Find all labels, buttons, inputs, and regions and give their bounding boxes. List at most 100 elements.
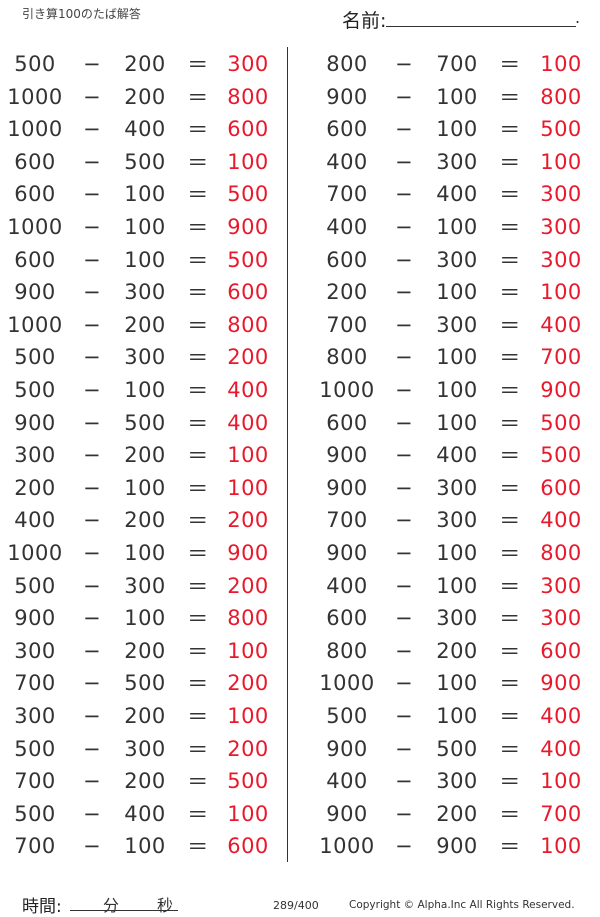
right-problem-17-equals-sign: ＝: [499, 574, 521, 599]
left-problem-11-subtrahend: 100: [124, 378, 166, 402]
left-problem-20-subtrahend: 500: [124, 671, 166, 696]
left-problem-9-minus-sign: −: [82, 312, 102, 337]
left-problem-9-equals-sign: ＝: [187, 313, 209, 338]
right-problem-17-minus-sign: −: [394, 573, 414, 598]
right-problem-18-minus-sign: −: [394, 606, 414, 631]
right-problem-19-minus-sign: −: [394, 638, 414, 663]
left-problem-15-answer: 200: [227, 508, 269, 533]
right-problem-6-equals-sign: ＝: [499, 216, 521, 240]
left-problem-14-equals-sign: ＝: [187, 476, 209, 501]
right-problem-7-minus-sign: −: [394, 247, 414, 272]
copyright: Copyright © Alpha.Inc All Rights Reserve…: [349, 899, 575, 911]
left-problem-15-subtrahend: 200: [124, 508, 166, 533]
left-problem-2-equals-sign: ＝: [187, 85, 209, 110]
left-problem-11-minus-sign: −: [82, 378, 102, 402]
right-problem-22-subtrahend: 500: [436, 736, 478, 761]
right-problem-3-minus-sign: −: [394, 117, 414, 142]
right-problem-21-minuend: 500: [326, 704, 368, 728]
right-problem-11-subtrahend: 100: [436, 378, 478, 402]
right-problem-14-answer: 600: [540, 475, 582, 500]
right-problem-8-minuend: 200: [326, 280, 368, 305]
right-problem-1-subtrahend: 700: [436, 52, 478, 76]
left-problem-21-minus-sign: −: [82, 704, 102, 728]
right-problem-2-subtrahend: 100: [436, 84, 478, 109]
right-problem-3-answer: 500: [540, 117, 582, 142]
right-problem-15-minuend: 700: [326, 508, 368, 533]
left-problem-5-minuend: 600: [14, 182, 56, 207]
left-problem-18-minuend: 900: [14, 606, 56, 631]
left-problem-15-minus-sign: −: [82, 508, 102, 533]
left-problem-8-minuend: 900: [14, 280, 56, 305]
left-problem-15-minuend: 400: [14, 508, 56, 533]
right-problem-18-subtrahend: 300: [436, 606, 478, 631]
right-problem-7-answer: 300: [540, 247, 582, 272]
left-problem-21-minuend: 300: [14, 704, 56, 728]
left-problem-22-minus-sign: −: [82, 736, 102, 761]
left-problem-24-minuend: 500: [14, 801, 56, 826]
left-problem-16-subtrahend: 100: [124, 541, 166, 565]
right-problem-20-minuend: 1000: [319, 671, 375, 696]
left-problem-11-answer: 400: [227, 378, 269, 402]
right-problem-13-minus-sign: −: [394, 443, 414, 468]
left-problem-18-subtrahend: 100: [124, 606, 166, 631]
page-number: 289/400: [273, 899, 319, 912]
left-problem-11-equals-sign: ＝: [187, 379, 209, 403]
right-problem-20-subtrahend: 100: [436, 671, 478, 696]
right-problem-24-minuend: 900: [326, 801, 368, 826]
left-problem-1-minuend: 500: [14, 52, 56, 76]
right-problem-14-subtrahend: 300: [436, 475, 478, 500]
right-problem-15-subtrahend: 300: [436, 508, 478, 533]
left-problem-16-answer: 900: [227, 541, 269, 565]
left-problem-2-subtrahend: 200: [124, 84, 166, 109]
left-problem-7-subtrahend: 100: [124, 247, 166, 272]
left-problem-22-answer: 200: [227, 736, 269, 761]
right-problem-1-minus-sign: −: [394, 52, 414, 76]
left-problem-12-minus-sign: −: [82, 410, 102, 435]
left-problem-6-subtrahend: 100: [124, 215, 166, 239]
right-problem-24-subtrahend: 200: [436, 801, 478, 826]
right-problem-16-equals-sign: ＝: [499, 542, 521, 566]
right-problem-8-equals-sign: ＝: [499, 281, 521, 306]
right-problem-4-answer: 100: [540, 149, 582, 174]
left-problem-19-minus-sign: −: [82, 638, 102, 663]
left-problem-15-equals-sign: ＝: [187, 509, 209, 534]
right-problem-11-answer: 900: [540, 378, 582, 402]
right-problem-24-answer: 700: [540, 801, 582, 826]
left-problem-11-minuend: 500: [14, 378, 56, 402]
right-problem-20-answer: 900: [540, 671, 582, 696]
left-problem-24-subtrahend: 400: [124, 801, 166, 826]
right-problem-24-equals-sign: ＝: [499, 802, 521, 827]
left-problem-9-minuend: 1000: [7, 312, 63, 337]
left-problem-1-minus-sign: −: [82, 52, 102, 76]
left-problem-1-equals-sign: ＝: [187, 53, 209, 77]
time-label: 時間:: [22, 897, 62, 917]
seconds-label: 秒: [157, 896, 174, 915]
left-problem-17-equals-sign: ＝: [187, 574, 209, 599]
left-problem-13-minus-sign: −: [82, 443, 102, 468]
left-problem-23-subtrahend: 200: [124, 769, 166, 794]
left-problem-12-answer: 400: [227, 410, 269, 435]
right-problem-12-minuend: 600: [326, 410, 368, 435]
right-problem-11-minus-sign: −: [394, 378, 414, 402]
right-problem-19-minuend: 800: [326, 638, 368, 663]
left-problem-3-equals-sign: ＝: [187, 118, 209, 143]
right-problem-21-subtrahend: 100: [436, 704, 478, 728]
left-problem-9-answer: 800: [227, 312, 269, 337]
left-problem-23-minuend: 700: [14, 769, 56, 794]
right-problem-17-answer: 300: [540, 573, 582, 598]
left-problem-4-minuend: 600: [14, 149, 56, 174]
right-problem-9-subtrahend: 300: [436, 312, 478, 337]
right-problem-22-minus-sign: −: [394, 736, 414, 761]
name-end-mark: .: [575, 8, 581, 27]
left-problem-10-equals-sign: ＝: [187, 346, 209, 371]
right-problem-23-answer: 100: [540, 769, 582, 794]
left-problem-6-equals-sign: ＝: [187, 216, 209, 240]
left-problem-13-minuend: 300: [14, 443, 56, 468]
right-problem-18-minuend: 600: [326, 606, 368, 631]
right-problem-4-equals-sign: ＝: [499, 150, 521, 175]
left-problem-12-equals-sign: ＝: [187, 411, 209, 436]
right-problem-17-minuend: 400: [326, 573, 368, 598]
right-problem-2-minuend: 900: [326, 84, 368, 109]
left-problem-25-equals-sign: ＝: [187, 835, 209, 860]
right-problem-23-equals-sign: ＝: [499, 770, 521, 795]
